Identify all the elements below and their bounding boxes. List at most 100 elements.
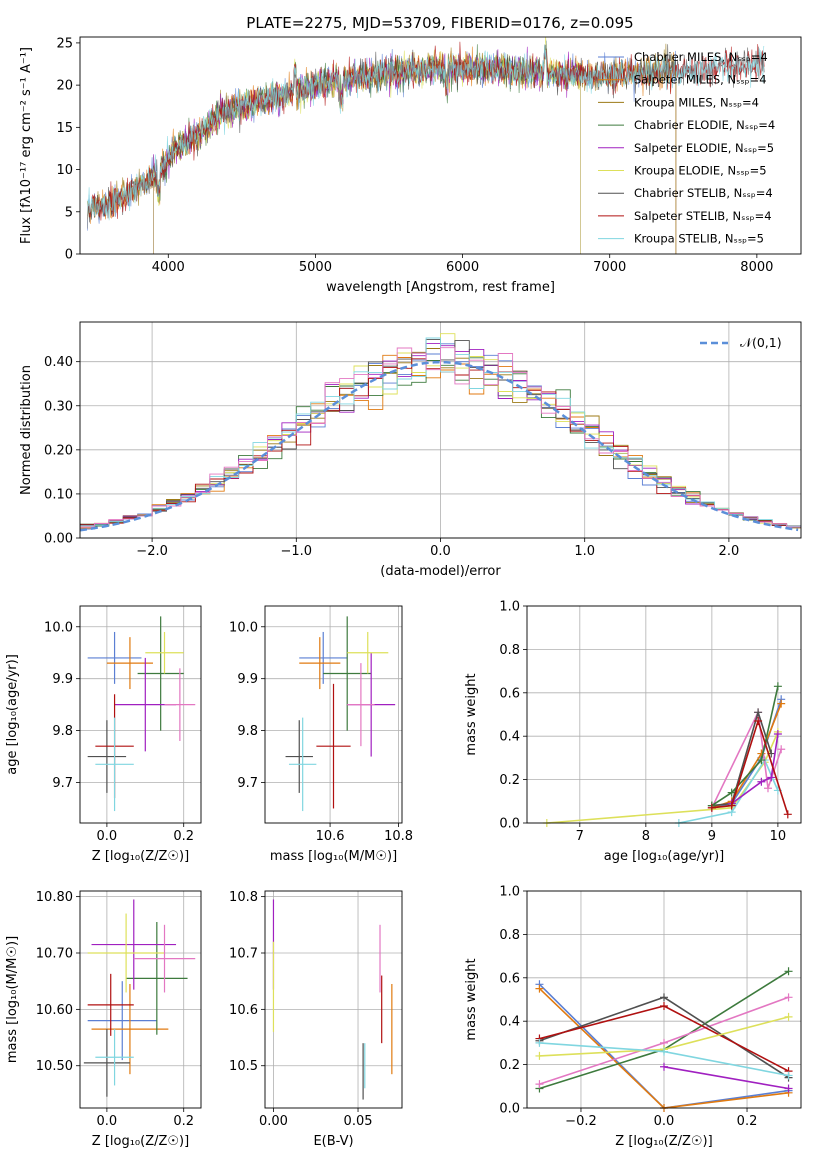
legend-label: 𝒩(0,1)	[740, 335, 782, 350]
x-axis-label: (data-model)/error	[380, 564, 501, 579]
error-point	[347, 631, 389, 674]
error-point	[316, 683, 351, 809]
x-tick-label: 10.8	[384, 829, 413, 844]
y-tick-label: 1.0	[499, 885, 520, 900]
point-marker	[763, 784, 772, 793]
y-tick-label: 20	[56, 79, 73, 94]
y-tick-label: 9.9	[52, 672, 73, 687]
axes-frame	[79, 605, 202, 824]
y-tick-label: 10.80	[36, 890, 73, 905]
histogram-step	[80, 347, 801, 528]
y-tick-label: 9.7	[237, 776, 258, 791]
x-axis-label: mass [log₁₀(M/M☉)]	[270, 849, 397, 864]
x-tick-label: 0.2	[173, 829, 194, 844]
point-marker	[784, 1084, 793, 1093]
point-marker	[777, 745, 786, 754]
x-axis-label: age [log₁₀(age/yr)]	[604, 849, 725, 864]
y-tick-label: 0.2	[499, 1058, 520, 1073]
legend-label: Chabrier ELODIE, Nₛₛₚ=4	[634, 118, 775, 132]
legend-label: Salpeter MILES, Nₛₛₚ=4	[634, 73, 767, 87]
error-point	[95, 717, 134, 812]
error-point	[288, 717, 317, 812]
series-line	[711, 686, 779, 807]
point-marker	[660, 1062, 668, 1071]
error-point	[145, 631, 184, 674]
y-tick-label: 0.0	[499, 1102, 520, 1117]
y-tick-label: 1.0	[499, 600, 520, 615]
y-tick-label: 9.8	[52, 724, 73, 739]
y-tick-label: 10.70	[36, 947, 73, 962]
chart-weight-vs-age: 7 8 9 10 0.0 0.2 0.4 0.6 0.8 1.0 age [log₁₀(age/yr…	[464, 600, 802, 864]
point-marker	[535, 1038, 544, 1047]
x-tick-label: 7	[576, 829, 584, 844]
point-marker	[773, 730, 782, 739]
point-marker	[535, 1051, 544, 1060]
error-point	[87, 981, 157, 1061]
error-point	[87, 720, 127, 793]
series-line	[87, 44, 765, 229]
plot-area	[272, 899, 393, 1100]
axes-frame	[264, 890, 403, 1109]
point-marker	[777, 699, 786, 708]
y-tick-label: 10.7	[229, 947, 258, 962]
error-point	[347, 663, 375, 747]
axes-frame	[79, 321, 802, 539]
x-tick-label: 0.05	[344, 1114, 373, 1129]
error-point	[91, 899, 177, 990]
point-marker	[757, 756, 766, 765]
y-tick-label: 0.20	[44, 443, 73, 458]
x-axis-label: E(B-V)	[313, 1134, 353, 1149]
x-tick-label: −0.2	[565, 1114, 597, 1129]
legend-label: Kroupa MILES, Nₛₛₚ=4	[634, 95, 759, 109]
chart-mass-vs-Z: 0.0 0.2 10.50 10.60 10.70 10.80 Z [log₁₀(Z/Z☉)…	[5, 890, 202, 1149]
axes-frame	[526, 890, 802, 1109]
y-tick-label: 0.4	[499, 730, 520, 745]
point-marker	[660, 1002, 668, 1011]
point-marker	[535, 1080, 544, 1089]
point-marker	[660, 1047, 668, 1056]
x-tick-label: 0.0	[97, 829, 118, 844]
axes-frame	[264, 605, 403, 824]
legend-label: Salpeter STELIB, Nₛₛₚ=4	[634, 209, 772, 223]
y-axis-label: mass weight	[464, 958, 479, 1040]
error-point	[95, 1029, 134, 1086]
x-tick-label: 1.0	[574, 544, 595, 559]
point-marker	[535, 984, 544, 993]
error-point	[299, 631, 348, 684]
x-axis-label: Z [log₁₀(Z/Z☉)]	[92, 1134, 189, 1149]
plot-area	[87, 37, 765, 254]
y-tick-label: 10.60	[36, 1003, 73, 1018]
x-axis-label: Z [log₁₀(Z/Z☉)]	[92, 849, 189, 864]
x-axis-label: wavelength [Angstrom, rest frame]	[326, 280, 555, 295]
chart-residuals: −2.0 −1.0 0.0 1.0 2.0 0.00 0.10 0.20 0.30 0.40 (da…	[19, 321, 802, 579]
point-marker	[773, 682, 782, 691]
plot-area	[285, 616, 396, 812]
chart-spectrum: 4000 5000 6000 7000 8000 0 5 10 15 20 25 wavelength…	[19, 36, 802, 295]
axes-frame	[79, 36, 802, 255]
y-tick-label: 0.6	[499, 971, 520, 986]
x-axis-label: Z [log₁₀(Z/Z☉)]	[615, 1134, 712, 1149]
y-tick-label: 0.0	[499, 817, 520, 832]
y-axis-label: mass weight	[464, 673, 479, 755]
axes-frame	[526, 605, 802, 824]
error-point	[285, 720, 313, 793]
error-point	[83, 1029, 130, 1097]
point-marker	[784, 1071, 793, 1080]
chart-mass-vs-ebv: 0.00 0.05 10.5 10.6 10.7 10.8 E(B-V)	[229, 890, 403, 1149]
error-point	[87, 631, 142, 684]
x-tick-label: 4000	[152, 260, 185, 275]
y-tick-label: 25	[56, 36, 73, 51]
x-tick-label: 9	[708, 829, 716, 844]
point-marker	[707, 803, 716, 812]
error-point	[299, 637, 341, 690]
y-axis-label: Normed distribution	[19, 365, 34, 495]
legend-label: Kroupa ELODIE, Nₛₛₚ=5	[634, 164, 767, 178]
x-tick-label: 5000	[299, 260, 332, 275]
chart-age-vs-Z: 0.0 0.2 9.7 9.8 9.9 10.0 Z [log₁₀(Z/Z☉)] age [l…	[5, 605, 202, 864]
legend-label: Chabrier MILES, Nₛₛₚ=4	[634, 50, 768, 64]
x-tick-label: 0.2	[173, 1114, 194, 1129]
series-line	[711, 718, 789, 815]
legend: 𝒩(0,1)	[700, 335, 782, 350]
x-tick-label: 7000	[593, 260, 626, 275]
